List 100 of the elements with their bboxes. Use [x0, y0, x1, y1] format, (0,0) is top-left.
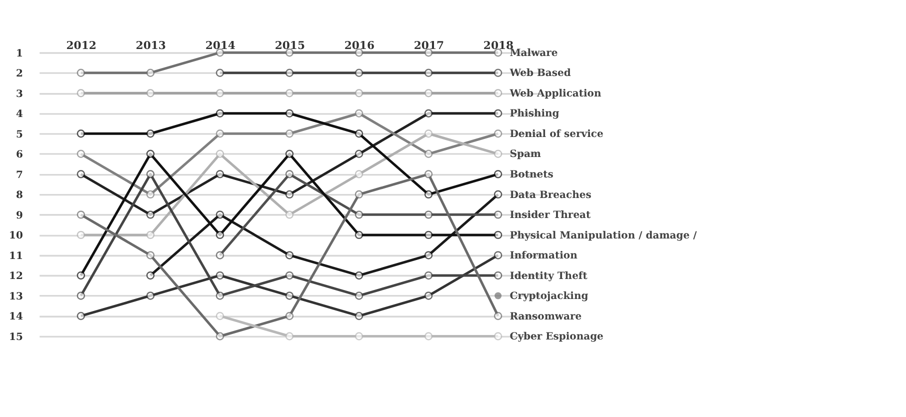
point: [216, 130, 224, 138]
point: [216, 332, 224, 340]
point: [146, 170, 155, 178]
series-label: Web Application: [508, 88, 602, 100]
point: [216, 271, 224, 280]
series-label: Spam: [510, 149, 542, 160]
y-tick-label: 5: [16, 129, 23, 140]
y-tick-label: 10: [9, 230, 23, 242]
point: [424, 190, 433, 199]
point: [285, 150, 294, 158]
y-tick-label: 13: [9, 291, 23, 302]
point: [494, 292, 502, 300]
point: [424, 150, 433, 158]
point: [285, 312, 294, 320]
y-tick-label: 3: [16, 88, 23, 100]
series-label: Information: [510, 250, 578, 262]
y-tick-label: 6: [16, 150, 23, 161]
point: [494, 271, 502, 280]
point: [76, 271, 86, 280]
point: [285, 292, 294, 300]
point: [424, 210, 433, 219]
x-tick-label: 2012: [66, 38, 96, 52]
y-tick-label: 14: [9, 312, 23, 323]
point: [354, 271, 364, 280]
point: [354, 130, 364, 138]
series-label: Cryptojacking: [510, 291, 588, 302]
x-tick-label: 2016: [344, 38, 374, 52]
point: [494, 210, 502, 219]
point: [494, 332, 502, 340]
series-label: Phishing: [510, 108, 560, 120]
point: [494, 130, 502, 138]
point: [354, 89, 364, 98]
y-tick-label: 7: [16, 170, 23, 181]
point: [146, 190, 155, 199]
point: [285, 89, 294, 98]
point: [216, 68, 224, 77]
series-label: Physical Manipulation / damage /: [510, 230, 698, 242]
point: [216, 89, 224, 98]
point: [76, 210, 86, 219]
point: [146, 130, 155, 138]
point: [285, 170, 294, 178]
y-tick-label: 12: [9, 271, 23, 282]
point: [494, 68, 502, 77]
series-label: Denial of service: [510, 128, 604, 140]
point: [285, 332, 294, 340]
series-label: Web Based: [508, 68, 571, 80]
point: [76, 68, 86, 77]
point: [424, 332, 433, 340]
point: [76, 150, 86, 158]
point: [494, 312, 502, 320]
point: [494, 150, 502, 158]
point: [146, 292, 155, 300]
point: [285, 109, 294, 118]
point: [354, 190, 364, 199]
point: [76, 89, 86, 98]
point: [494, 170, 502, 178]
point: [285, 130, 294, 138]
point: [76, 292, 86, 300]
series-label: Data Breaches: [510, 190, 592, 201]
point: [285, 68, 294, 77]
y-tick-label: 9: [16, 210, 23, 222]
series-label: Cyber Espionage: [510, 332, 604, 343]
point: [494, 230, 502, 240]
point: [354, 109, 364, 118]
point: [354, 230, 364, 240]
point: [146, 271, 155, 280]
point: [354, 150, 364, 158]
point: [354, 312, 364, 320]
x-tick-label: 2017: [414, 38, 444, 52]
series-label: Identity Theft: [510, 270, 588, 282]
y-tick-label: 8: [16, 190, 23, 202]
point: [424, 271, 433, 280]
point: [216, 150, 224, 158]
y-tick-label: 15: [9, 332, 23, 343]
point: [216, 292, 224, 300]
x-tick-label: 2015: [274, 38, 305, 52]
y-tick-label: 11: [9, 250, 23, 262]
point: [216, 230, 224, 240]
point: [76, 130, 86, 138]
point: [285, 251, 294, 260]
point: [146, 251, 155, 260]
point: [216, 170, 224, 178]
point: [76, 312, 86, 320]
point: [354, 292, 364, 300]
point: [354, 210, 364, 219]
point: [146, 68, 155, 77]
y-tick-label: 4: [16, 109, 23, 120]
point: [424, 251, 433, 260]
point: [494, 190, 502, 199]
point: [424, 230, 433, 240]
point: [216, 210, 224, 219]
series-label: Botnets: [510, 169, 554, 180]
point: [424, 130, 433, 138]
series-label: Malware: [510, 48, 558, 59]
point: [494, 89, 502, 98]
point: [285, 271, 294, 280]
point: [216, 312, 224, 320]
point: [354, 170, 364, 178]
point: [424, 89, 433, 98]
y-tick-label: 2: [16, 68, 23, 80]
